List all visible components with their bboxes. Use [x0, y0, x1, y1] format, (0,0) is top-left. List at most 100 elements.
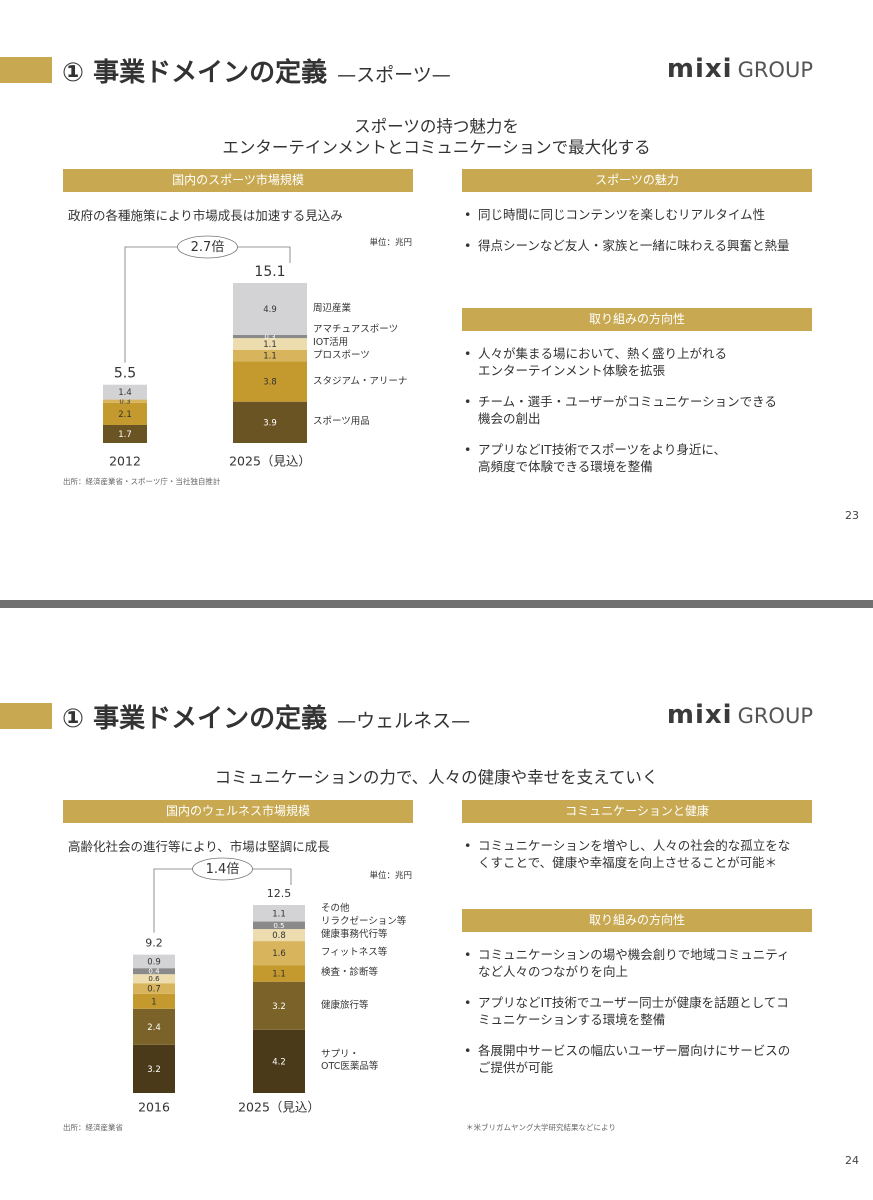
bar-segment: [233, 283, 307, 335]
total-label: 12.5: [267, 887, 292, 900]
separator: [0, 600, 873, 608]
panel-header: スポーツの魅力: [462, 169, 812, 192]
slide-title: ① 事業ドメインの定義: [62, 58, 328, 88]
growth-badge: [177, 235, 238, 259]
bullet: コミュニケーションの場や機会創りで地域コミュニティ など人々のつながりを向上: [462, 946, 814, 980]
bar-segment: [133, 954, 175, 969]
segment-label: 1.1: [263, 340, 277, 350]
tagline: コミュニケーションの力で、人々の健康や幸せを支えていく: [214, 768, 659, 787]
bar-segment: [253, 965, 305, 982]
bar-segment: [233, 334, 307, 339]
bar-segment: [253, 941, 305, 966]
bar-segment: [233, 338, 307, 350]
bullet: 各展開中サービスの幅広いユーザー層向けにサービスの ご提供が可能: [462, 1042, 814, 1076]
bullet: コミュニケーションを増やし、人々の社会的な孤立をな くすことで、健康や幸福度を向…: [462, 837, 814, 871]
logo-mark: mixi: [666, 700, 733, 730]
bar-segment: [103, 424, 147, 443]
bar-segment: [253, 929, 305, 942]
bullet: アプリなどIT技術でユーザー同士が健康を話題としてコ ミュニケーションする環境を…: [462, 994, 814, 1028]
segment-label: 1.7: [118, 430, 132, 440]
segment-label: 3.2: [147, 1065, 161, 1075]
logo: mixi GROUP: [667, 700, 813, 730]
legend-label: リラクゼーション等: [321, 916, 407, 928]
segment-label: 1.1: [263, 352, 277, 362]
bullet: 同じ時間に同じコンテンツを楽しむリアルタイム性: [462, 206, 814, 223]
right-section: 取り組みの方向性人々が集まる場において、熱く盛り上がれる エンターテインメント体…: [462, 308, 814, 475]
bar-segment: [103, 384, 147, 400]
unit-label: 単位：兆円: [369, 871, 412, 881]
slide-subtitle: —スポーツ—: [337, 64, 451, 86]
title-row: ① 事業ドメインの定義 —ウェルネス—: [62, 698, 470, 735]
bar-segment: [233, 349, 307, 362]
lead-text: 高齢化社会の進行等により、市場は堅調に成長: [68, 839, 330, 854]
bar-segment: [253, 981, 305, 1030]
footnote: ＊米ブリガムヤング大学研究結果などにより: [466, 1123, 616, 1132]
segment-label: 1.4: [118, 388, 132, 398]
bar-segment: [253, 921, 305, 930]
bar-segment: [133, 1008, 175, 1045]
bar-segment: [103, 402, 147, 425]
bullet: 得点シーンなど友人・家族と一緒に味わえる興奮と熱量: [462, 237, 814, 254]
segment-label: 1.1: [272, 909, 286, 919]
legend-label: 健康事務代行等: [321, 929, 388, 941]
legend-label: アマチュアスポーツ: [313, 323, 399, 335]
right-section: スポーツの魅力同じ時間に同じコンテンツを楽しむリアルタイム性得点シーンなど友人・…: [462, 169, 814, 254]
panel-header: 取り組みの方向性: [462, 308, 812, 331]
segment-label: 1.1: [272, 969, 286, 979]
tagline: エンターテインメントとコミュニケーションで最大化する: [222, 138, 651, 157]
bullet: チーム・選手・ユーザーがコミュニケーションできる 機会の創出: [462, 393, 814, 427]
slide-subtitle: —ウェルネス—: [337, 710, 471, 732]
bar-segment: [133, 983, 175, 994]
bar-segment: [253, 1029, 305, 1093]
x-label: 2012: [109, 454, 141, 469]
panel-header: 国内のウェルネス市場規模: [63, 800, 413, 823]
segment-label: 1: [151, 997, 156, 1007]
source: 出所：経済産業省・スポーツ庁・当社独自推計: [63, 477, 221, 486]
total-label: 15.1: [254, 264, 285, 280]
bar-segment: [253, 905, 305, 922]
legend-label: サプリ・ OTC医薬品等: [321, 1049, 379, 1073]
segment-label: 0.8: [272, 931, 286, 941]
segment-label: 3.8: [263, 378, 277, 388]
growth-badge: [192, 857, 253, 881]
panel-header: 取り組みの方向性: [462, 909, 812, 932]
page-number: 24: [845, 1154, 859, 1167]
logo: mixi GROUP: [667, 54, 813, 84]
segment-label: 0.5: [273, 922, 284, 930]
logo-mark: mixi: [666, 54, 733, 84]
right-section: コミュニケーションと健康コミュニケーションを増やし、人々の社会的な孤立をな くす…: [462, 800, 814, 871]
bar-segment: [133, 993, 175, 1009]
bullet: 人々が集まる場において、熱く盛り上がれる エンターテインメント体験を拡張: [462, 345, 814, 379]
legend-label: スタジアム・アリーナ: [313, 375, 408, 387]
x-label: 2025（見込）: [238, 1100, 320, 1115]
legend-label: 周辺産業: [313, 302, 352, 314]
growth-label: 2.7倍: [191, 240, 225, 255]
source: 出所：経済産業省: [63, 1123, 123, 1132]
x-label: 2016: [138, 1100, 170, 1115]
total-label: 9.2: [145, 937, 163, 950]
growth-bracket: [124, 246, 291, 363]
logo-group: GROUP: [737, 704, 813, 728]
right-section: 取り組みの方向性コミュニケーションの場や機会創りで地域コミュニティ など人々のつ…: [462, 909, 814, 1076]
segment-label: 0.3: [119, 398, 130, 406]
bullet: アプリなどIT技術でスポーツをより身近に、 高頻度で体験できる環境を整備: [462, 441, 814, 475]
segment-label: 2.4: [147, 1023, 161, 1033]
tagline: スポーツの持つ魅力を: [354, 117, 519, 136]
bar-segment: [233, 361, 307, 402]
segment-label: 0.6: [148, 975, 160, 983]
growth-label: 1.4倍: [206, 862, 240, 877]
lead-text: 政府の各種施策により市場成長は加速する見込み: [68, 208, 343, 223]
bar-segment: [133, 968, 175, 975]
title-accent: [0, 57, 52, 83]
legend-label: フィットネス等: [321, 947, 388, 959]
segment-label: 3.9: [263, 418, 277, 428]
segment-label: 0.4: [148, 968, 160, 976]
logo-group: GROUP: [737, 58, 813, 82]
legend-label: 健康旅行等: [321, 999, 369, 1011]
growth-bracket: [153, 868, 292, 933]
page-number: 23: [845, 509, 859, 522]
title-accent: [0, 703, 52, 729]
total-label: 5.5: [114, 366, 136, 382]
segment-label: 0.7: [147, 984, 161, 994]
